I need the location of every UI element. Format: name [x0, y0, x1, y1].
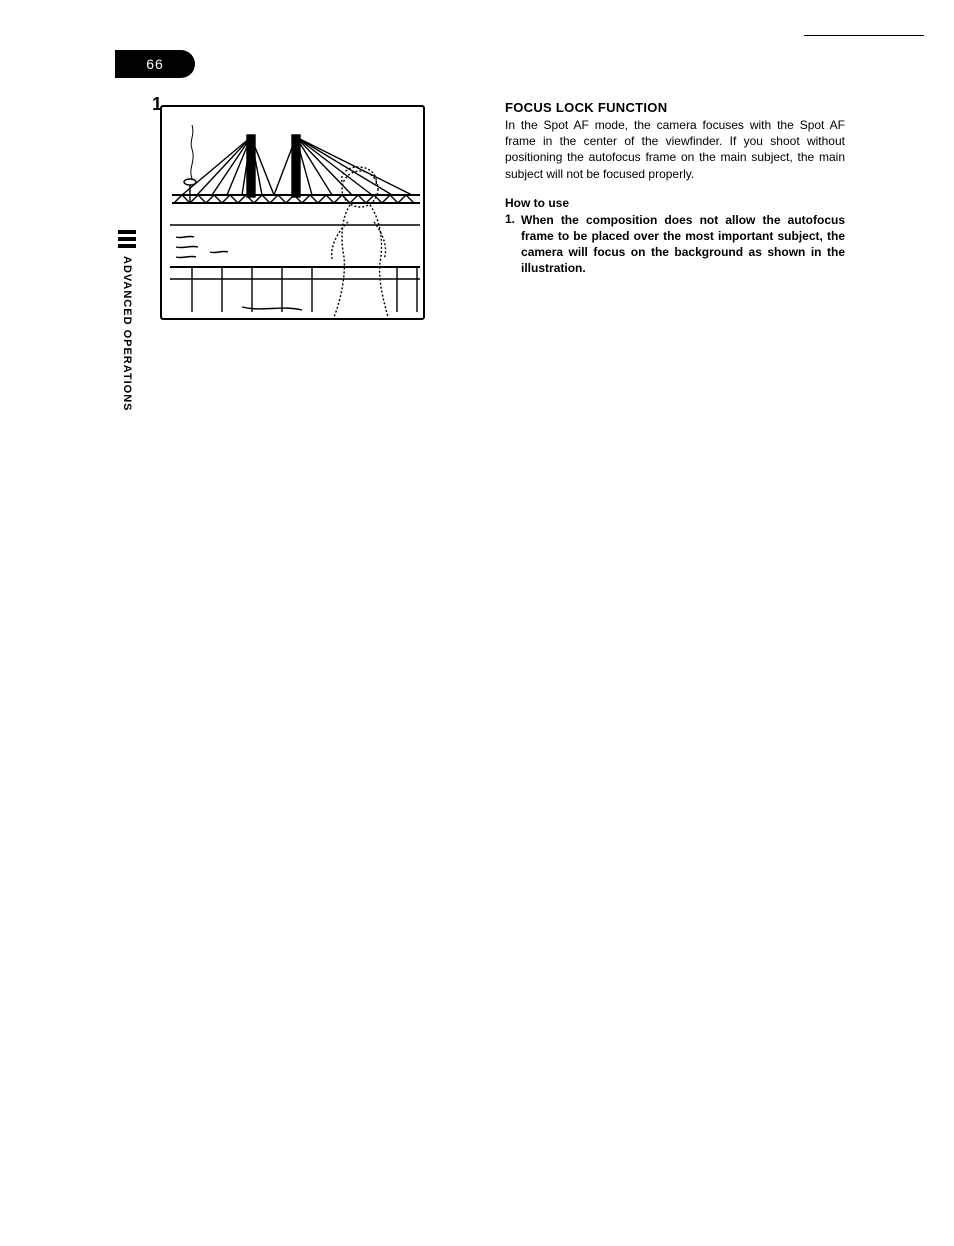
intro-paragraph: In the Spot AF mode, the camera focuses …: [505, 117, 845, 182]
section-label-text: ADVANCED OPERATIONS: [121, 256, 133, 412]
focus-lock-illustration: [160, 105, 425, 320]
step-text: When the composition does not allow the …: [521, 212, 845, 277]
section-side-label: ADVANCED OPERATIONS: [118, 230, 136, 412]
page-number: 66: [146, 56, 164, 72]
bridge-scene-icon: [162, 107, 427, 322]
section-bars-icon: [118, 230, 136, 248]
top-rule: [804, 35, 924, 36]
how-to-use-label: How to use: [505, 196, 845, 210]
text-column: FOCUS LOCK FUNCTION In the Spot AF mode,…: [505, 100, 845, 277]
step-number: 1.: [505, 212, 515, 277]
section-heading: FOCUS LOCK FUNCTION: [505, 100, 845, 115]
page-number-tab: 66: [115, 50, 195, 78]
step-item: 1. When the composition does not allow t…: [505, 212, 845, 277]
manual-page: 66 ADVANCED OPERATIONS 1: [0, 0, 954, 1246]
